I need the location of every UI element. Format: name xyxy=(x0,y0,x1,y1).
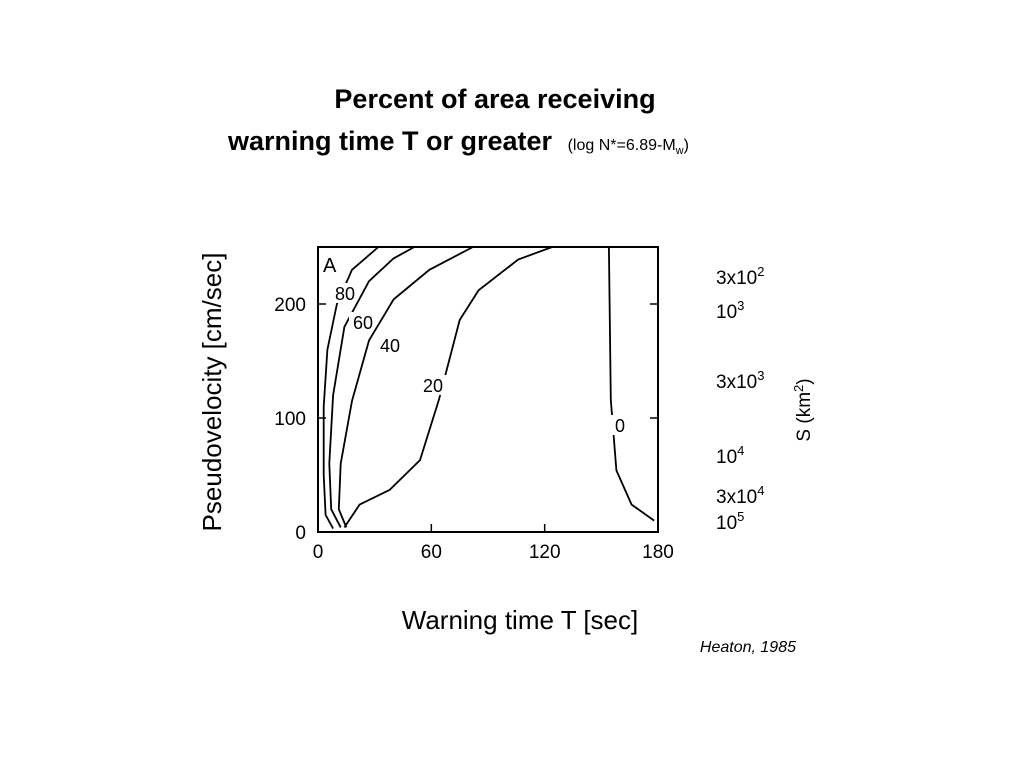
contour-line xyxy=(608,246,655,522)
contour-label-bg xyxy=(376,335,404,355)
y2-exponent: 2 xyxy=(757,264,764,279)
y2-mantissa: 10 xyxy=(716,513,737,534)
y2-mantissa: 3x10 xyxy=(716,487,757,508)
y2-tick-label: 3x102 xyxy=(716,264,764,289)
x-tick-label: 0 xyxy=(313,542,324,563)
y2-label-end: ) xyxy=(794,378,815,384)
contour-line xyxy=(343,246,553,528)
contour-line xyxy=(322,246,379,530)
plot-frame xyxy=(317,246,659,533)
y2-mantissa: 3x10 xyxy=(716,372,757,393)
y2-label-main: S (km xyxy=(794,392,815,442)
contour-label: 80 xyxy=(335,284,355,304)
y2-exponent: 3 xyxy=(737,298,744,313)
y2-mantissa: 3x10 xyxy=(716,268,757,289)
y2-mantissa: 10 xyxy=(716,447,737,468)
contour-label-bg xyxy=(606,415,634,435)
source: Heaton, 1985 xyxy=(700,639,796,656)
x-tick-label: 60 xyxy=(421,542,442,563)
y2-exponent: 5 xyxy=(737,509,744,524)
y2-tick-label: 3x103 xyxy=(716,368,764,393)
contour-label: 0 xyxy=(615,416,625,436)
y2-exponent: 3 xyxy=(757,368,764,383)
contour-label-bg xyxy=(419,375,447,395)
title-main: warning time T or greater xyxy=(227,126,553,156)
subtitle-end: ) xyxy=(684,137,689,154)
title-line-1: Percent of area receiving xyxy=(334,84,655,114)
y-tick-label: 100 xyxy=(274,409,306,430)
title-line-2: warning time T or greater (log N*=6.89-M… xyxy=(227,126,689,157)
y2-tick-label: 104 xyxy=(716,443,744,468)
panel-label: A xyxy=(323,255,337,277)
y-tick-label: 200 xyxy=(274,295,306,316)
x-tick-label: 180 xyxy=(642,542,674,563)
y2-tick-label: 3x104 xyxy=(716,483,764,508)
y2-mantissa: 10 xyxy=(716,302,737,323)
y2-label-sup: 2 xyxy=(791,385,806,392)
contour-line xyxy=(337,246,474,528)
x-axis-label: Warning time T [sec] xyxy=(402,605,639,635)
y2-exponent: 4 xyxy=(757,483,764,498)
y2-exponent: 4 xyxy=(737,443,744,458)
y-axis-label: Pseudovelocity [cm/sec] xyxy=(197,253,227,532)
contour-label: 20 xyxy=(423,376,443,396)
contour-label-bg xyxy=(331,283,359,303)
y2-axis-label: S (km2) xyxy=(791,378,815,441)
contour-label: 60 xyxy=(353,313,373,333)
subtitle: (log N*=6.89-M xyxy=(568,137,676,154)
x-tick-label: 120 xyxy=(529,542,561,563)
subtitle-sub: w xyxy=(675,145,684,157)
contour-label-bg xyxy=(349,312,377,332)
contour-label: 40 xyxy=(380,336,400,356)
y-tick-label: 0 xyxy=(295,523,306,544)
y2-tick-label: 103 xyxy=(716,298,744,323)
contour-line xyxy=(328,246,415,528)
y2-tick-label: 105 xyxy=(716,509,744,534)
